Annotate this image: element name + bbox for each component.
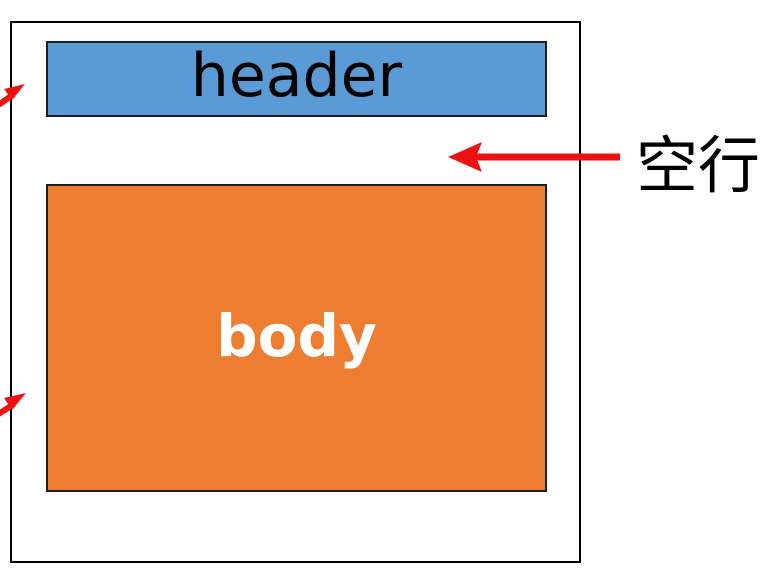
blank-line-arrow bbox=[448, 142, 620, 172]
body-box: body bbox=[46, 184, 547, 492]
header-label: header bbox=[190, 41, 403, 111]
header-arrow bbox=[0, 84, 25, 108]
blank-line-arrow-head bbox=[448, 142, 482, 172]
body-arrow bbox=[0, 393, 26, 417]
body-arrow-head bbox=[4, 393, 26, 410]
header-box: header bbox=[46, 41, 547, 117]
header-arrow-head bbox=[4, 84, 25, 100]
body-label: body bbox=[216, 302, 377, 370]
blank-line-label: 空行 bbox=[636, 129, 761, 202]
